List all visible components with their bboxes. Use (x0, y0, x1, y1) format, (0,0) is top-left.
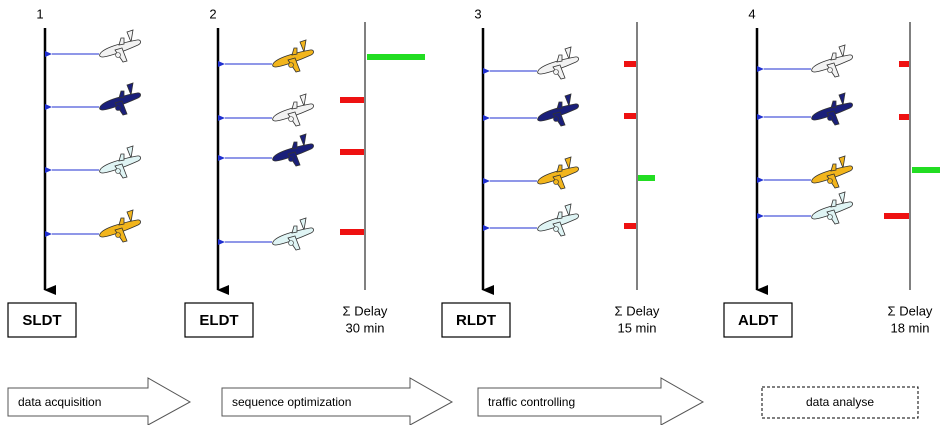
process-label: sequence optimization (232, 395, 351, 409)
plane (538, 204, 579, 236)
delay-bar (340, 229, 364, 235)
plane (100, 83, 141, 115)
delay-total: 15 min (617, 320, 656, 335)
delay-bar (899, 114, 909, 120)
delay-bar (367, 54, 425, 60)
delay-title: Σ Delay (615, 303, 660, 318)
plane (273, 94, 314, 126)
plane (812, 156, 853, 188)
time-label: ELDT (199, 312, 238, 329)
delay-bar (912, 167, 940, 173)
delay-bar (884, 213, 909, 219)
process-label: traffic controlling (488, 395, 575, 409)
panel-number: 3 (474, 6, 481, 21)
delay-bar (624, 223, 636, 229)
process-label: data acquisition (18, 395, 101, 409)
panel-number: 4 (748, 6, 755, 21)
panel-number: 1 (36, 6, 43, 21)
delay-bar (624, 61, 636, 67)
delay-title: Σ Delay (343, 303, 388, 318)
delay-bar (899, 61, 909, 67)
plane (812, 192, 853, 224)
delay-bar (624, 113, 636, 119)
delay-total: 18 min (890, 320, 929, 335)
content: 1 SLDT 2 ELDT Σ Delay 30 min 3 RLDT Σ Delay 15 mi… (8, 6, 940, 425)
plane (273, 218, 314, 250)
delay-bar (340, 149, 364, 155)
plane (812, 45, 853, 77)
time-label: SLDT (22, 312, 61, 329)
plane (812, 93, 853, 125)
delay-bar (638, 175, 655, 181)
plane (100, 146, 141, 178)
process-label: data analyse (806, 395, 874, 409)
plane (538, 157, 579, 189)
plane (100, 30, 141, 62)
delay-total: 30 min (345, 320, 384, 335)
plane (273, 40, 314, 72)
diagram: 1 SLDT 2 ELDT Σ Delay 30 min 3 RLDT Σ Delay 15 mi… (0, 0, 941, 425)
plane (100, 210, 141, 242)
plane (538, 94, 579, 126)
time-label: ALDT (738, 312, 778, 329)
time-label: RLDT (456, 312, 496, 329)
delay-title: Σ Delay (888, 303, 933, 318)
plane (538, 47, 579, 79)
delay-bar (340, 97, 364, 103)
plane (273, 134, 314, 166)
panel-number: 2 (209, 6, 216, 21)
